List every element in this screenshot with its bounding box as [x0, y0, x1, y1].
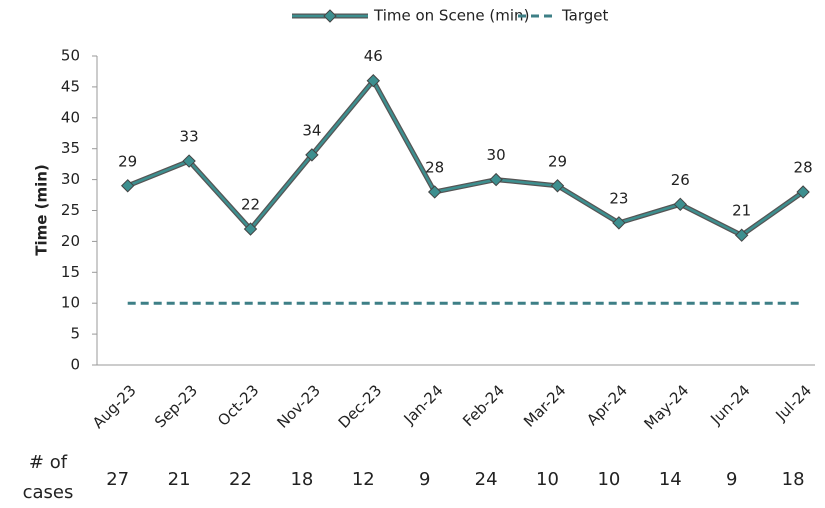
y-tick-label: 20: [61, 232, 80, 250]
case-count: 22: [229, 469, 252, 490]
data-label: 29: [118, 152, 137, 170]
case-count: 9: [419, 469, 430, 490]
y-tick-label: 10: [61, 294, 80, 312]
point-marker: [796, 185, 810, 199]
case-count: 18: [290, 469, 313, 490]
point-marker: [305, 148, 319, 162]
data-label: 46: [364, 47, 383, 65]
case-count: 9: [726, 469, 737, 490]
point-marker: [427, 185, 442, 199]
point-marker: [612, 216, 626, 230]
data-label: 23: [609, 189, 628, 207]
data-label: 29: [548, 152, 567, 170]
point-marker: [673, 197, 688, 212]
data-label: 28: [425, 158, 444, 176]
x-tick-label: Jun-24: [706, 381, 753, 428]
data-label: 34: [302, 121, 321, 139]
point-marker: [550, 179, 565, 193]
point-marker: [366, 74, 381, 88]
y-tick-label: 50: [61, 47, 80, 65]
point-marker: [120, 179, 135, 193]
x-tick-label: Dec-23: [335, 381, 386, 432]
case-count: 10: [536, 469, 559, 490]
case-count: 21: [168, 469, 191, 490]
y-tick-label: 30: [61, 170, 80, 188]
data-label: 28: [794, 158, 813, 176]
x-tick-label: Oct-23: [214, 381, 262, 429]
x-tick-label: Jan-24: [400, 381, 447, 428]
case-count: 12: [352, 469, 375, 490]
y-tick-label: 45: [61, 77, 80, 95]
y-tick-label: 40: [61, 108, 80, 126]
legend-marker: [323, 9, 337, 23]
case-count: 24: [475, 469, 498, 490]
point-marker: [734, 228, 749, 242]
x-tick-label: Jul-24: [772, 381, 816, 425]
case-count: 10: [597, 469, 620, 490]
y-tick-label: 25: [61, 201, 80, 219]
data-label: 33: [180, 128, 199, 146]
x-tick-label: Apr-24: [583, 381, 631, 429]
case-count: 18: [782, 469, 805, 490]
data-label: 30: [487, 146, 506, 164]
series-line: [127, 78, 804, 237]
row-label: # of cases: [22, 452, 74, 503]
y-tick-label: 35: [61, 139, 80, 157]
y-tick-label: 0: [70, 356, 80, 374]
data-label: 22: [241, 196, 260, 214]
legend-label: Time on Scene (min): [373, 7, 529, 25]
legend-label: Target: [561, 7, 609, 25]
point-marker: [243, 222, 258, 236]
y-tick-label: 5: [70, 325, 80, 343]
x-tick-label: Mar-24: [520, 381, 569, 430]
point-marker: [489, 172, 503, 187]
x-tick-label: Feb-24: [459, 381, 508, 430]
x-tick-label: Sep-23: [151, 381, 201, 431]
x-tick-label: Nov-23: [273, 381, 323, 431]
line-outline: [126, 76, 805, 239]
point-marker: [182, 154, 196, 168]
x-tick-label: May-24: [641, 381, 693, 433]
y-axis-label: Time (min): [33, 164, 51, 256]
x-tick-label: Aug-23: [89, 381, 140, 432]
case-count: 14: [659, 469, 682, 490]
data-label: 21: [732, 202, 751, 220]
data-label: 26: [671, 171, 690, 189]
case-count: 27: [106, 469, 129, 490]
y-tick-label: 15: [61, 263, 80, 281]
